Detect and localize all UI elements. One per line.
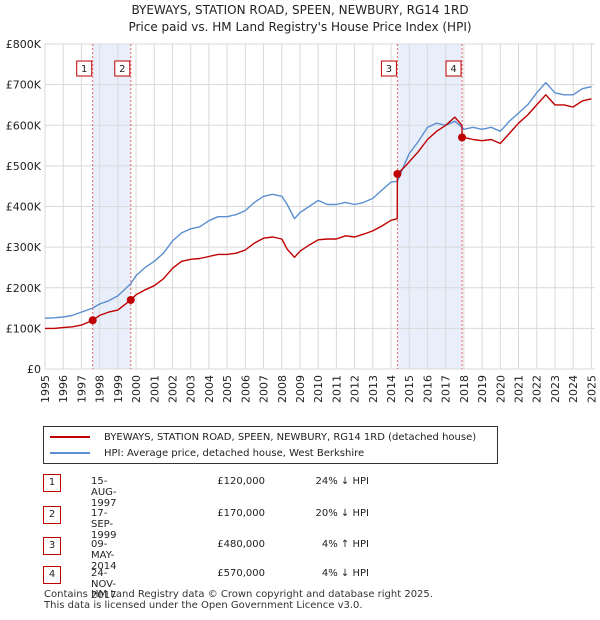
sale-point — [393, 170, 402, 178]
x-tick-label: 2019 — [476, 375, 489, 403]
sale-marker-box — [445, 60, 462, 77]
x-tick-label: 2003 — [185, 375, 198, 403]
x-tick-label: 2021 — [513, 375, 526, 403]
transaction-date: 15-AUG-1997 — [91, 476, 117, 509]
x-tick-label: 2006 — [239, 375, 252, 403]
x-tick-label: 2023 — [549, 375, 562, 403]
sale-marker-label: 2 — [119, 64, 125, 75]
y-tick-label: £0 — [27, 363, 41, 376]
x-tick-label: 1997 — [75, 375, 88, 403]
x-tick-label: 2022 — [531, 375, 544, 403]
x-tick-label: 2001 — [148, 375, 161, 403]
y-tick-label: £100K — [6, 322, 42, 335]
x-tick-label: 2018 — [458, 375, 471, 403]
x-tick-label: 2011 — [330, 375, 343, 403]
x-tick-label: 2012 — [349, 375, 362, 403]
x-tick-label: 2004 — [203, 375, 216, 403]
transaction-price: £120,000 — [217, 476, 265, 487]
property-price-line — [45, 94, 592, 330]
transaction-hpi: 24% ↓ HPI — [315, 476, 369, 487]
x-tick-label: 2005 — [221, 375, 234, 403]
x-tick-label: 1996 — [57, 375, 70, 403]
x-tick-label: 2013 — [367, 375, 380, 403]
footer-licence: This data is licensed under the Open Gov… — [44, 600, 363, 611]
sale-markers: 1 2 3 4 — [76, 60, 462, 77]
price-chart: 1 2 3 4 £0 £100K £200K £300K £400K £500K £600K £70… — [6, 38, 599, 403]
transaction-number: 4 — [43, 566, 61, 584]
sale-marker-box — [380, 60, 397, 77]
hpi-line — [44, 81, 592, 319]
y-tick-label: £200K — [6, 282, 42, 295]
x-tick-label: 2009 — [294, 375, 307, 403]
sale-marker-label: 3 — [386, 64, 392, 75]
transaction-number: 1 — [43, 474, 61, 492]
legend: BYEWAYS, STATION ROAD, SPEEN, NEWBURY, R… — [43, 426, 498, 464]
sale-marker-label: 4 — [450, 64, 456, 75]
transaction-price: £480,000 — [217, 539, 265, 550]
x-tick-label: 2014 — [385, 375, 398, 403]
transaction-number: 3 — [43, 537, 61, 555]
grid — [44, 43, 595, 370]
y-tick-label: £800K — [6, 38, 42, 51]
transaction-date: 09-MAY-2014 — [91, 539, 117, 572]
footer: Contains HM Land Registry data © Crown c… — [44, 589, 433, 611]
y-tick-label: £700K — [6, 79, 42, 92]
legend-property-label: BYEWAYS, STATION ROAD, SPEEN, NEWBURY, R… — [104, 431, 477, 443]
transaction-price: £570,000 — [217, 568, 265, 579]
legend-property: BYEWAYS, STATION ROAD, SPEEN, NEWBURY, R… — [50, 430, 476, 444]
y-tick-label: £300K — [6, 241, 42, 254]
x-tick-label: 2002 — [166, 375, 179, 403]
transaction-hpi: 4% ↑ HPI — [321, 539, 369, 550]
legend-property-swatch — [50, 436, 90, 438]
y-tick-label: £400K — [6, 201, 42, 214]
x-tick-label: 2020 — [494, 375, 507, 403]
x-tick-label: 2025 — [585, 375, 598, 403]
transaction-hpi: 4% ↓ HPI — [321, 568, 369, 579]
transaction-date: 17-SEP-1999 — [91, 508, 117, 541]
chart-title-subtitle: Price paid vs. HM Land Registry's House … — [128, 20, 472, 34]
x-tick-label: 2007 — [258, 375, 271, 403]
x-tick-label: 2008 — [276, 375, 289, 403]
transaction-date: 24-NOV-2017 — [91, 568, 117, 601]
transaction-hpi: 20% ↓ HPI — [315, 508, 369, 519]
x-tick-label: 1998 — [94, 375, 107, 403]
series — [44, 81, 592, 330]
x-tick-label: 2000 — [130, 375, 143, 403]
footer-copyright: Contains HM Land Registry data © Crown c… — [44, 589, 433, 600]
chart-title-address: BYEWAYS, STATION ROAD, SPEEN, NEWBURY, R… — [131, 3, 469, 17]
sale-points — [88, 133, 467, 325]
legend-hpi-label: HPI: Average price, detached house, West… — [104, 447, 365, 459]
sale-point — [458, 133, 467, 142]
x-tick-label: 1995 — [39, 375, 52, 403]
y-tick-label: £600K — [6, 119, 42, 132]
legend-hpi-swatch — [50, 452, 90, 454]
sale-point — [88, 316, 97, 325]
x-tick-label: 2016 — [421, 375, 434, 403]
sale-marker-label: 1 — [81, 64, 87, 75]
legend-hpi: HPI: Average price, detached house, West… — [50, 446, 364, 460]
sale-marker-box — [76, 60, 93, 77]
x-tick-label: 2024 — [567, 375, 580, 403]
sale-marker-box — [114, 60, 131, 77]
axes: £0 £100K £200K £300K £400K £500K £600K £700K £80… — [6, 38, 599, 403]
transaction-number: 2 — [43, 506, 61, 524]
x-tick-label: 2015 — [403, 375, 416, 403]
x-tick-label: 2010 — [312, 375, 325, 403]
y-tick-label: £500K — [6, 160, 42, 173]
transaction-price: £170,000 — [217, 508, 265, 519]
x-tick-label: 1999 — [112, 375, 125, 403]
sale-point — [126, 295, 135, 304]
x-tick-label: 2017 — [440, 375, 453, 403]
